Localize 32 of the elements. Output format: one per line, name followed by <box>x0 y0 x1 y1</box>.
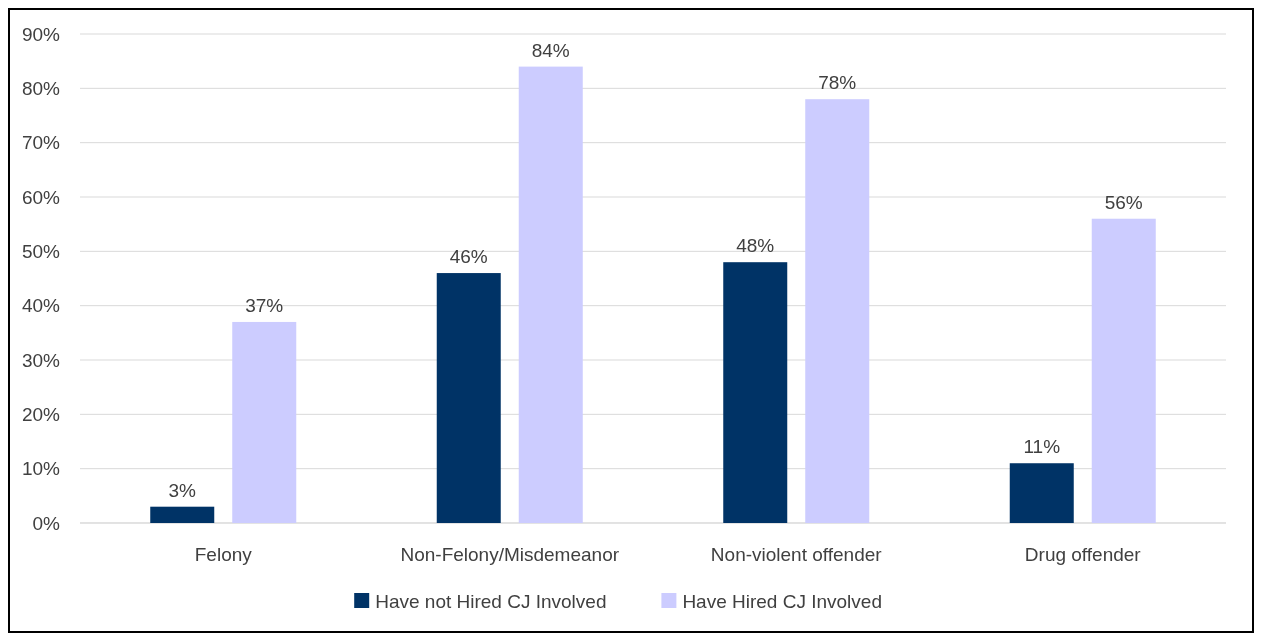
x-tick-label: Drug offender <box>1024 544 1142 565</box>
bar <box>723 262 788 523</box>
bar <box>436 273 501 523</box>
bar <box>150 506 215 523</box>
legend-label: Have Hired CJ Involved <box>682 590 882 612</box>
data-label: 84% <box>531 39 570 61</box>
bar <box>805 99 870 523</box>
y-tick-label: 40% <box>21 295 61 317</box>
data-label: 78% <box>818 72 857 94</box>
data-label: 37% <box>245 294 284 316</box>
data-label: 11% <box>1023 436 1061 458</box>
bar <box>1091 218 1156 523</box>
bar <box>518 66 583 523</box>
data-label: 46% <box>449 246 488 268</box>
data-label: 48% <box>736 235 775 257</box>
y-tick-label: 10% <box>21 458 61 480</box>
y-tick-label: 0% <box>32 512 61 534</box>
y-tick-label: 60% <box>21 186 61 208</box>
y-tick-label: 80% <box>21 77 61 99</box>
legend-label: Have not Hired CJ Involved <box>375 590 607 612</box>
y-tick-label: 50% <box>21 240 61 262</box>
x-tick-label: Felony <box>194 544 253 565</box>
x-tick-label: Non-Felony/Misdemeanor <box>400 544 620 565</box>
y-tick-label: 70% <box>21 132 61 154</box>
data-label: 56% <box>1104 191 1143 213</box>
x-tick-label: Non-violent offender <box>710 544 883 565</box>
bar <box>1009 463 1074 523</box>
y-tick-label: 90% <box>21 23 61 45</box>
bar <box>232 321 297 523</box>
data-label: 3% <box>168 479 197 501</box>
y-tick-label: 20% <box>21 403 61 425</box>
y-tick-label: 30% <box>21 349 61 371</box>
